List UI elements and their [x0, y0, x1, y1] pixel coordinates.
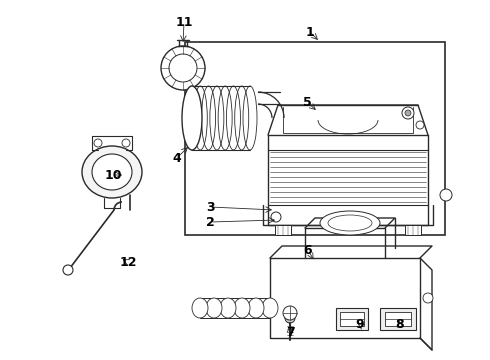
Ellipse shape: [248, 298, 264, 318]
Ellipse shape: [285, 313, 295, 323]
Bar: [405, 225, 421, 235]
Ellipse shape: [192, 298, 208, 318]
Ellipse shape: [328, 215, 372, 231]
Text: 5: 5: [303, 95, 311, 108]
Text: 9: 9: [356, 319, 364, 332]
Ellipse shape: [63, 265, 73, 275]
Ellipse shape: [94, 139, 102, 147]
Text: 1: 1: [306, 26, 315, 39]
Ellipse shape: [122, 139, 130, 147]
Ellipse shape: [82, 146, 142, 198]
Text: 2: 2: [206, 216, 215, 229]
Ellipse shape: [405, 110, 411, 116]
Ellipse shape: [416, 121, 424, 129]
Ellipse shape: [206, 298, 222, 318]
Text: 4: 4: [172, 152, 181, 165]
Text: 6: 6: [304, 243, 312, 257]
Ellipse shape: [423, 293, 433, 303]
Bar: [185, 42, 445, 235]
Text: 12: 12: [119, 256, 137, 269]
Text: 8: 8: [396, 319, 404, 332]
Bar: [336, 308, 368, 330]
Ellipse shape: [92, 154, 132, 190]
Bar: [380, 308, 416, 330]
Text: 7: 7: [286, 327, 294, 339]
Ellipse shape: [161, 46, 205, 90]
Ellipse shape: [320, 211, 380, 235]
Bar: [340, 312, 364, 326]
Ellipse shape: [220, 298, 236, 318]
Ellipse shape: [440, 189, 452, 201]
Text: 10: 10: [104, 168, 122, 181]
Bar: [275, 225, 291, 235]
Ellipse shape: [402, 107, 414, 119]
Bar: [385, 312, 411, 326]
Ellipse shape: [271, 212, 281, 222]
Ellipse shape: [262, 298, 278, 318]
Ellipse shape: [283, 306, 297, 320]
Text: 3: 3: [206, 201, 214, 213]
Ellipse shape: [182, 86, 202, 150]
Ellipse shape: [169, 54, 197, 82]
Ellipse shape: [234, 298, 250, 318]
Text: 11: 11: [175, 15, 193, 28]
